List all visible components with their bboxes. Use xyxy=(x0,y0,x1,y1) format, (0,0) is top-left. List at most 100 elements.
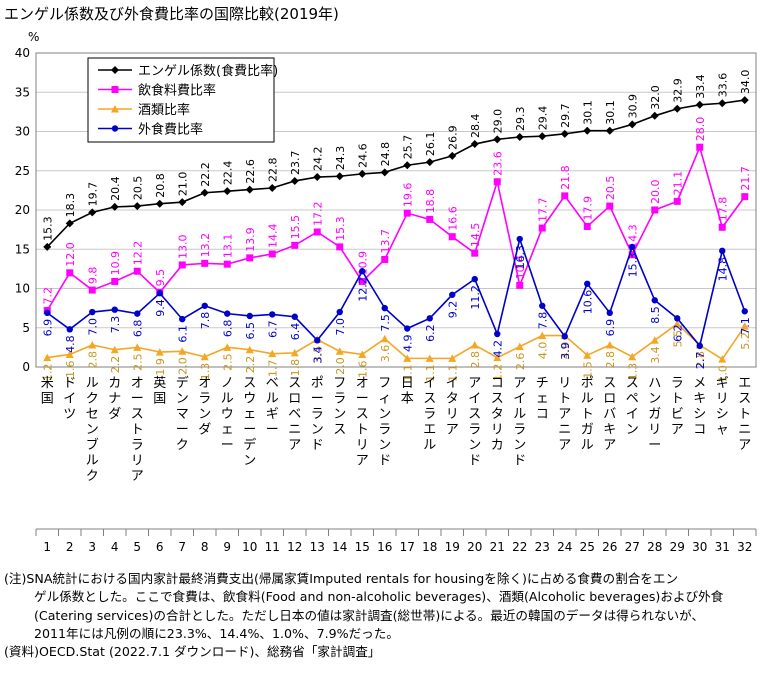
data-point xyxy=(426,215,434,223)
data-label: 30.1 xyxy=(604,100,617,125)
x-category-char: ン xyxy=(648,392,661,407)
x-category-char: 日 xyxy=(401,376,414,391)
data-label: 1.3 xyxy=(626,363,639,381)
data-point xyxy=(584,280,591,287)
data-point xyxy=(515,342,524,351)
x-category-char: ニ xyxy=(738,423,751,438)
data-point xyxy=(336,308,343,316)
x-category-char: イ xyxy=(446,376,459,391)
data-label: 29.0 xyxy=(491,109,504,134)
data-point xyxy=(223,343,232,351)
x-category-label: イスラエル xyxy=(423,376,436,453)
x-category-char: キ xyxy=(693,392,706,407)
data-label: 2.5 xyxy=(221,353,234,371)
x-category-char: ル xyxy=(266,392,279,407)
data-point xyxy=(673,104,682,113)
data-label: 3.4 xyxy=(311,346,324,364)
x-category-label: オーストラリア xyxy=(131,376,144,484)
y-tick-label: 40 xyxy=(15,46,30,60)
data-point xyxy=(538,132,547,141)
x-category-char: ン xyxy=(513,438,526,453)
data-label: 3.5 xyxy=(311,346,324,364)
x-category-char: ラ xyxy=(311,407,324,422)
data-point xyxy=(516,281,524,289)
x-category-char: ア xyxy=(671,423,684,438)
data-label: 1.1 xyxy=(446,364,459,382)
x-category-char: リ xyxy=(446,407,459,422)
x-category-char: ス xyxy=(131,407,144,422)
x-category-char: バ xyxy=(603,407,616,422)
x-category-char: イ xyxy=(626,407,639,422)
data-point xyxy=(696,143,704,151)
x-category-char: リ xyxy=(491,423,504,438)
x-category-char: コ xyxy=(693,423,706,438)
x-category-char: ン xyxy=(626,423,639,438)
data-point xyxy=(335,172,344,181)
x-category-char: ト xyxy=(671,392,684,407)
data-point xyxy=(66,326,73,333)
series-1: 15.3 18.3 19.7 20.4 20.5 20.8 21.0 22.2 22.4 22.6… xyxy=(41,70,752,251)
data-label: 1.3 xyxy=(199,363,212,381)
data-label: 22.2 xyxy=(199,162,212,187)
x-category-char: ロ xyxy=(603,392,616,407)
x-category-label: アイルランド xyxy=(513,376,526,469)
data-point xyxy=(380,168,389,177)
data-label: 7.2 xyxy=(41,287,54,305)
data-point xyxy=(200,352,209,361)
data-point xyxy=(246,312,253,320)
data-label: 10.4 xyxy=(514,255,527,280)
data-point xyxy=(516,235,523,243)
x-category-char: カ xyxy=(491,438,504,453)
data-label: 7.8 xyxy=(199,312,212,330)
x-category-char: 米 xyxy=(41,376,54,391)
data-label: 26.1 xyxy=(424,132,437,157)
data-point xyxy=(471,249,479,257)
x-category-char: キ xyxy=(603,423,616,438)
data-point xyxy=(89,308,96,316)
x-category-char: ス xyxy=(243,376,256,391)
data-point xyxy=(718,99,727,108)
data-label: 6.1 xyxy=(176,325,189,343)
data-point xyxy=(448,354,457,362)
data-label: 17.8 xyxy=(716,197,729,222)
data-point xyxy=(673,197,681,205)
data-label: 21.8 xyxy=(559,165,572,190)
x-axis-labels: 米国ドイツルクセンブルクカナダオーストラリア英国デンマークオランダノルウェースウ… xyxy=(35,375,757,554)
data-point xyxy=(155,199,164,208)
x-category-char: ア xyxy=(558,407,571,422)
x-category-char: ブ xyxy=(86,437,99,453)
y-tick-label: 25 xyxy=(15,164,30,178)
x-category-label: ドイツ xyxy=(63,376,76,422)
x-category-char: ト xyxy=(131,423,144,438)
x-category-char: ガ xyxy=(648,407,661,422)
rank-label: 31 xyxy=(715,540,730,554)
data-point xyxy=(605,126,614,135)
rank-label: 14 xyxy=(332,540,347,554)
data-label: 28.4 xyxy=(469,114,482,139)
data-label: 1.1 xyxy=(401,364,414,382)
x-category-char: ン xyxy=(378,407,391,422)
data-label: 30.9 xyxy=(626,94,639,119)
x-category-label: スロバキア xyxy=(603,376,616,453)
x-category-char: ア xyxy=(446,423,459,438)
x-category-char: タ xyxy=(491,407,504,422)
y-axis-ticks: 0 5 10 15 20 25 30 35 40 xyxy=(15,46,30,374)
data-point xyxy=(470,140,479,149)
data-label: 1.6 xyxy=(64,360,77,378)
x-category-label: スウェーデン xyxy=(243,376,256,469)
x-category-char: ン xyxy=(198,407,211,422)
x-category-char: ル xyxy=(86,454,99,469)
data-point xyxy=(43,353,52,362)
data-point xyxy=(425,354,434,362)
data-point xyxy=(200,188,209,197)
data-point xyxy=(628,251,636,259)
data-label: 10.9 xyxy=(109,251,122,276)
data-label: 19.7 xyxy=(86,182,99,207)
data-point xyxy=(650,336,659,344)
data-point xyxy=(628,352,637,361)
gridlines xyxy=(35,52,757,368)
x-category-char: ト xyxy=(581,407,594,422)
series-2: 7.212.09.8 10.9 12.29.513.0 13.2 13.1 13.9 14.… xyxy=(41,117,752,314)
data-label: 2.7 xyxy=(694,352,707,370)
data-point xyxy=(740,96,749,105)
